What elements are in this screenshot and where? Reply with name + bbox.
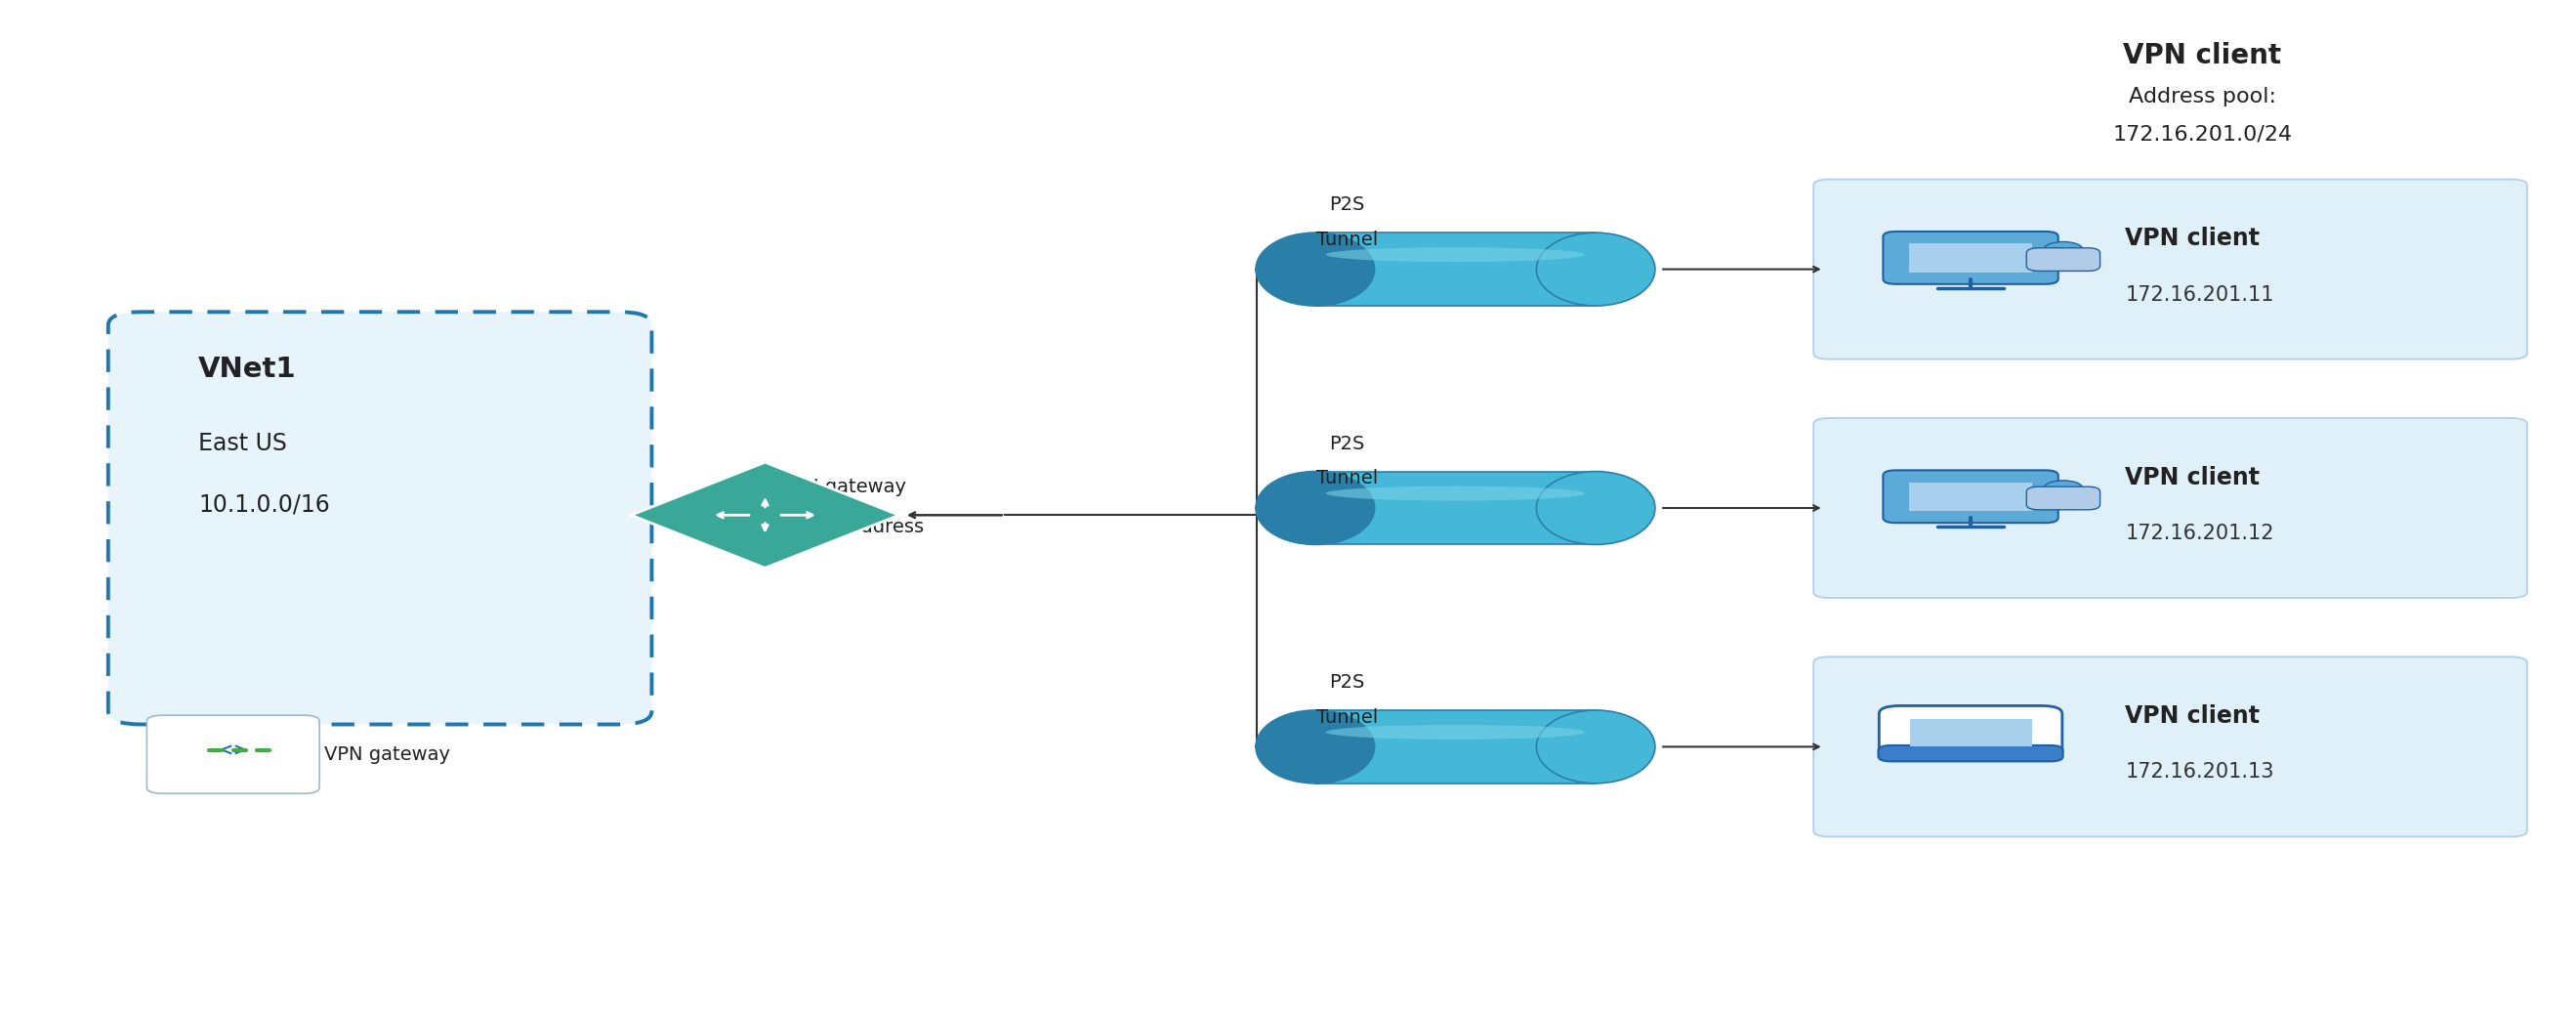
Polygon shape	[631, 462, 899, 568]
FancyBboxPatch shape	[1814, 180, 2527, 360]
Ellipse shape	[1535, 233, 1654, 306]
Ellipse shape	[1535, 710, 1654, 783]
FancyBboxPatch shape	[1883, 232, 2058, 284]
FancyBboxPatch shape	[1814, 657, 2527, 837]
FancyBboxPatch shape	[1909, 244, 2032, 272]
Text: VPN client: VPN client	[2125, 227, 2259, 251]
Text: Tunnel: Tunnel	[1316, 708, 1378, 726]
Text: VPN client: VPN client	[2125, 704, 2259, 728]
Ellipse shape	[1255, 233, 1376, 306]
FancyBboxPatch shape	[1909, 719, 2032, 746]
Text: public IP address: public IP address	[762, 518, 925, 536]
Text: Tunnel: Tunnel	[1316, 469, 1378, 488]
Circle shape	[2043, 481, 2081, 496]
FancyBboxPatch shape	[1878, 746, 2063, 761]
Text: P2S: P2S	[1329, 196, 1365, 214]
Text: VPN client: VPN client	[2125, 465, 2259, 490]
Text: 10.1.0.0/16: 10.1.0.0/16	[198, 493, 330, 516]
FancyBboxPatch shape	[1316, 710, 1595, 783]
Text: 172.16.201.0/24: 172.16.201.0/24	[2112, 124, 2293, 144]
Ellipse shape	[1327, 486, 1584, 501]
Text: VPN client: VPN client	[2123, 43, 2282, 69]
Text: P2S: P2S	[1329, 435, 1365, 453]
Ellipse shape	[1255, 471, 1376, 545]
FancyBboxPatch shape	[2027, 487, 2099, 510]
Text: Address pool:: Address pool:	[2128, 86, 2277, 107]
Text: Tunnel: Tunnel	[1316, 231, 1378, 249]
Ellipse shape	[1327, 724, 1584, 740]
FancyBboxPatch shape	[1814, 419, 2527, 597]
Ellipse shape	[1255, 710, 1376, 783]
Text: VNet1: VNet1	[198, 356, 296, 383]
Text: VPN gateway: VPN gateway	[325, 745, 451, 764]
FancyBboxPatch shape	[1883, 470, 2058, 523]
Text: 172.16.201.12: 172.16.201.12	[2125, 523, 2275, 544]
Text: 172.16.201.11: 172.16.201.11	[2125, 284, 2275, 305]
Text: P2S: P2S	[1329, 674, 1365, 692]
FancyBboxPatch shape	[147, 715, 319, 793]
FancyBboxPatch shape	[1316, 233, 1595, 306]
Ellipse shape	[1535, 471, 1654, 545]
FancyBboxPatch shape	[1909, 483, 2032, 511]
FancyBboxPatch shape	[2027, 248, 2099, 271]
Ellipse shape	[1327, 247, 1584, 262]
FancyBboxPatch shape	[1878, 706, 2063, 759]
Text: East US: East US	[198, 432, 286, 455]
FancyBboxPatch shape	[108, 312, 652, 724]
Text: 172.16.201.13: 172.16.201.13	[2125, 762, 2275, 782]
FancyBboxPatch shape	[1316, 471, 1595, 545]
Circle shape	[2043, 242, 2081, 257]
Text: VPN gateway: VPN gateway	[781, 478, 907, 496]
Text: >: >	[232, 742, 247, 759]
Text: <: <	[219, 742, 232, 759]
